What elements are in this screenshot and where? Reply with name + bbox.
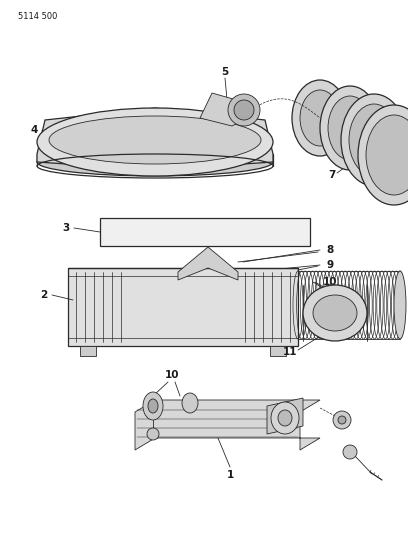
Text: 5: 5 [222, 67, 228, 77]
Text: 9: 9 [326, 260, 334, 270]
Text: 7: 7 [328, 170, 336, 180]
Ellipse shape [313, 295, 357, 331]
Ellipse shape [394, 271, 406, 339]
Polygon shape [178, 247, 238, 280]
Text: 5114 500: 5114 500 [18, 12, 58, 21]
Ellipse shape [182, 393, 198, 413]
Bar [80, 346, 96, 356]
Polygon shape [200, 93, 250, 126]
Ellipse shape [328, 96, 372, 160]
Ellipse shape [234, 100, 254, 120]
Text: 4: 4 [30, 125, 38, 135]
Ellipse shape [148, 399, 158, 413]
Ellipse shape [49, 116, 261, 164]
Ellipse shape [341, 94, 407, 186]
Text: 2: 2 [40, 290, 48, 300]
Bar [270, 346, 286, 356]
Text: 11: 11 [283, 347, 297, 357]
Polygon shape [135, 400, 320, 450]
Bar [100, 218, 310, 246]
Polygon shape [267, 398, 303, 434]
Ellipse shape [333, 411, 351, 429]
Text: 1: 1 [226, 470, 234, 480]
Ellipse shape [147, 428, 159, 440]
Text: 10: 10 [165, 370, 179, 380]
Ellipse shape [37, 108, 273, 176]
Ellipse shape [343, 445, 357, 459]
Text: 8: 8 [326, 245, 334, 255]
Polygon shape [37, 108, 273, 170]
Text: 3: 3 [62, 223, 70, 233]
Ellipse shape [37, 148, 273, 176]
Text: 6: 6 [373, 180, 379, 190]
Ellipse shape [228, 94, 260, 126]
Ellipse shape [320, 86, 380, 170]
Text: 10: 10 [323, 277, 337, 287]
Ellipse shape [292, 80, 348, 156]
Ellipse shape [303, 285, 367, 341]
Ellipse shape [349, 104, 399, 176]
Ellipse shape [358, 105, 408, 205]
Ellipse shape [143, 392, 163, 420]
Ellipse shape [366, 115, 408, 195]
Ellipse shape [338, 416, 346, 424]
Bar [68, 268, 298, 346]
Ellipse shape [271, 402, 299, 434]
Ellipse shape [300, 90, 340, 146]
Ellipse shape [278, 410, 292, 426]
